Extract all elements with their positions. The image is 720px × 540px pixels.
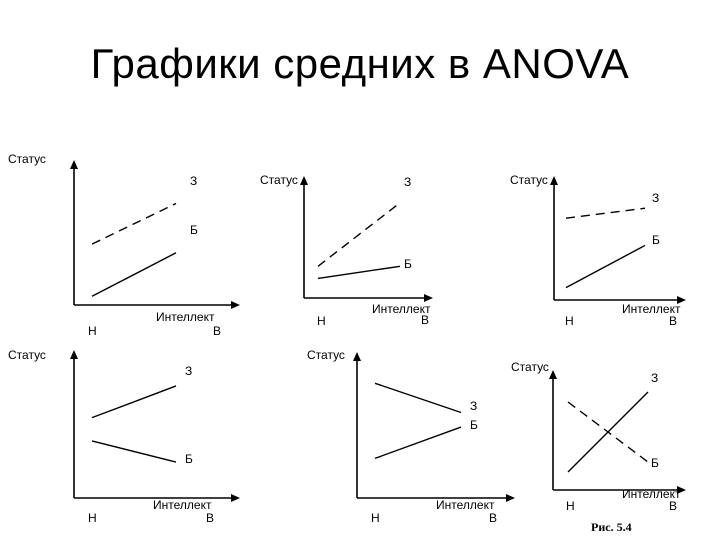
y-axis-label-5: Статус (307, 348, 345, 362)
x-tick-label-6-high: В (669, 499, 677, 513)
x-tick-label-2-low: Н (317, 314, 326, 328)
series-line-3-b (565, 244, 646, 289)
series-line-1-b (91, 252, 177, 297)
x-axis-arrow-2 (424, 294, 433, 302)
x-tick-label-4-high: В (206, 511, 214, 525)
y-axis-label-2: Статус (260, 173, 298, 187)
x-axis-arrow-3 (677, 296, 686, 304)
x-tick-label-2-high: В (421, 313, 429, 327)
y-axis-arrow-1 (70, 160, 78, 169)
series-label-4-z: З (185, 364, 192, 378)
y-axis-label-3: Статус (510, 173, 548, 187)
series-label-1-b: Б (190, 223, 198, 237)
y-axis-label-1: Статус (8, 152, 46, 166)
x-axis-label-3: Интеллект (622, 302, 681, 316)
figure-caption: Рис. 5.4 (591, 520, 632, 534)
series-line-6-b (567, 401, 649, 463)
series-line-4-z (91, 385, 177, 419)
y-axis-arrow-5 (353, 352, 361, 361)
y-axis-label-4: Статус (8, 348, 46, 362)
x-tick-label-5-high: В (489, 511, 497, 525)
x-tick-label-5-low: Н (371, 511, 380, 525)
x-axis-arrow-4 (231, 494, 240, 502)
series-label-6-b: Б (651, 456, 659, 470)
x-tick-label-3-low: Н (565, 314, 574, 328)
series-line-4-b (91, 440, 177, 463)
series-line-1-z (91, 202, 177, 245)
page-title: Графики средних в ANOVA (90, 40, 630, 87)
series-label-5-b: Б (470, 418, 478, 432)
x-axis-label-2: Интеллект (372, 302, 431, 316)
series-label-5-z: З (470, 399, 477, 413)
y-axis-label-6: Статус (511, 360, 549, 374)
series-label-1-z: З (190, 174, 197, 188)
x-axis-arrow-6 (677, 486, 686, 494)
y-axis-arrow-2 (300, 176, 308, 185)
series-label-3-z: З (652, 191, 659, 205)
x-tick-label-3-high: В (669, 314, 677, 328)
x-tick-label-1-high: В (213, 324, 221, 338)
series-line-2-z (317, 202, 401, 267)
x-axis-arrow-5 (506, 494, 515, 502)
x-axis-label-4: Интеллект (153, 498, 212, 512)
series-line-3-z (565, 207, 646, 219)
x-tick-label-4-low: Н (88, 511, 97, 525)
series-label-3-b: Б (652, 233, 660, 247)
series-line-5-z (374, 382, 462, 414)
series-label-2-b: Б (404, 257, 412, 271)
series-label-6-z: З (651, 371, 658, 385)
y-axis-arrow-6 (549, 370, 557, 379)
series-line-2-b (317, 265, 401, 280)
x-axis-label-6: Интеллект (622, 487, 681, 501)
x-axis-arrow-1 (231, 301, 240, 309)
series-label-4-b: Б (185, 452, 193, 466)
series-line-5-b (374, 426, 462, 460)
x-axis-label-5: Интеллект (436, 498, 495, 512)
x-tick-label-1-low: Н (88, 324, 97, 338)
x-axis-label-1: Интеллект (156, 310, 215, 324)
y-axis-arrow-4 (70, 350, 78, 359)
y-axis-arrow-3 (550, 176, 558, 185)
x-tick-label-6-low: Н (566, 499, 575, 513)
series-label-2-z: З (404, 175, 411, 189)
